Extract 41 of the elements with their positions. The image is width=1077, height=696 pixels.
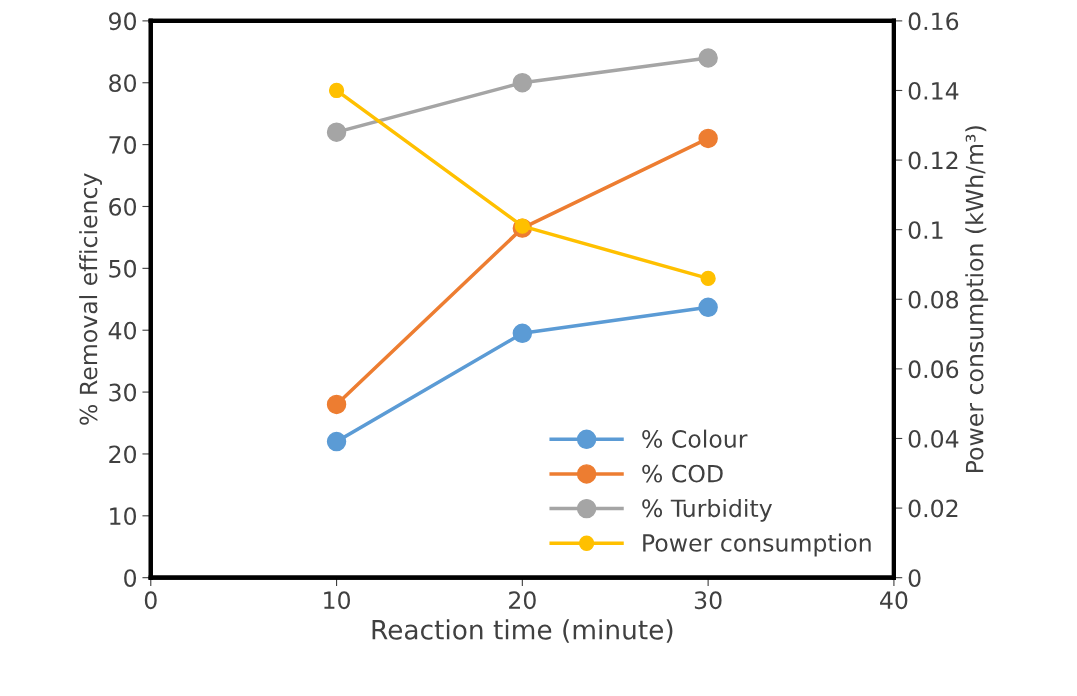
x-tick-label: 30 bbox=[694, 591, 722, 610]
legend-label: % COD bbox=[642, 464, 723, 483]
point bbox=[326, 394, 347, 415]
point bbox=[326, 122, 347, 142]
y-tick-label: 70 bbox=[109, 136, 137, 154]
y2-tick-label: 0.08 bbox=[908, 290, 959, 309]
point bbox=[700, 270, 716, 287]
point bbox=[698, 297, 718, 318]
x-tick-label: 40 bbox=[880, 591, 908, 610]
y2-tick-label: 0.04 bbox=[908, 429, 959, 448]
y2-tick-label: 0.12 bbox=[908, 151, 958, 170]
y2-tick-label: 0.02 bbox=[908, 499, 958, 518]
point bbox=[698, 128, 718, 149]
y2-tick-label: 0.1 bbox=[908, 221, 943, 239]
y2-tick-label: 0.16 bbox=[908, 12, 959, 31]
y-tick-label: 40 bbox=[108, 321, 137, 340]
x-tick-label: 20 bbox=[509, 591, 536, 610]
y2-axis-title: Power consumption (kWh/m³) bbox=[965, 126, 989, 472]
legend-label: Power consumption bbox=[643, 533, 871, 557]
y2-tick-label: 0.06 bbox=[908, 360, 959, 379]
point bbox=[512, 323, 533, 344]
point bbox=[326, 431, 347, 452]
y-tick-label: 90 bbox=[109, 12, 137, 31]
x-tick-label: 0 bbox=[144, 591, 157, 610]
y-tick-label: 0 bbox=[124, 569, 137, 587]
point bbox=[328, 82, 345, 99]
x-tick-label: 10 bbox=[324, 591, 351, 610]
y-tick-label: 80 bbox=[109, 74, 137, 93]
point bbox=[512, 73, 533, 93]
y-tick-label: 20 bbox=[109, 445, 137, 464]
y-tick-label: 60 bbox=[109, 197, 137, 216]
x-axis-title: Reaction time (minute) bbox=[372, 619, 673, 643]
y2-tick-label: 0 bbox=[908, 569, 921, 587]
legend-label: % Turbidity bbox=[642, 498, 772, 522]
y2-tick-label: 0.14 bbox=[908, 81, 959, 100]
legend-label: % Colour bbox=[642, 429, 748, 448]
y-tick-label: 30 bbox=[109, 383, 137, 402]
point bbox=[698, 48, 718, 68]
y-axis-title: % Removal efficiency bbox=[79, 173, 102, 425]
y-tick-label: 50 bbox=[109, 259, 137, 278]
y-tick-label: 10 bbox=[110, 507, 137, 526]
